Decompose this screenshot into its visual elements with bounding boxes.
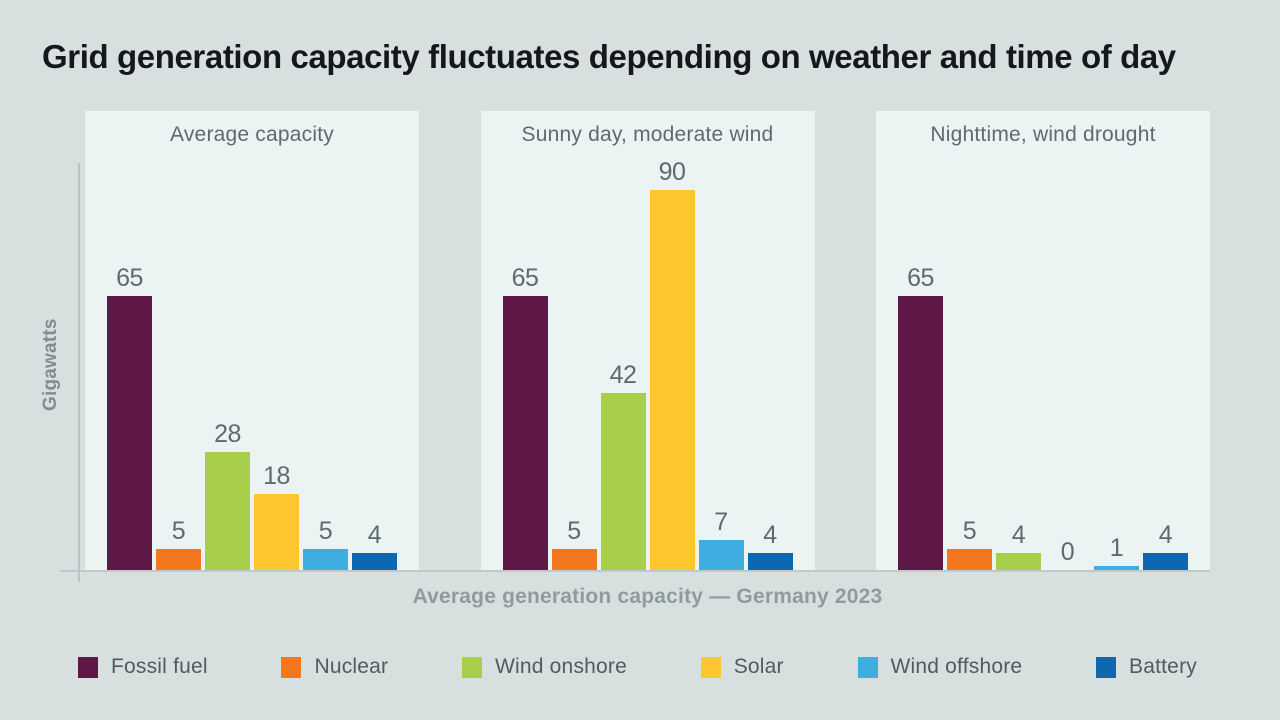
bar-solar bbox=[649, 190, 695, 570]
bar-item-nuclear: 5 bbox=[156, 519, 201, 570]
panels: Average capacity 65 5 28 18 5 4 Sunny day, mo… bbox=[85, 111, 1210, 570]
bar-group: 65 5 4 0 1 4 bbox=[876, 266, 1210, 570]
bar-wind-offshore bbox=[698, 540, 744, 570]
bar-value-label: 65 bbox=[511, 264, 539, 292]
bar-value-label: 4 bbox=[1158, 521, 1173, 549]
bar-value-label: 4 bbox=[1011, 521, 1026, 549]
bar-battery bbox=[747, 553, 793, 570]
bar-value-label: 1 bbox=[1109, 534, 1124, 562]
bar-value-label: 4 bbox=[763, 521, 777, 549]
chart-panel-nighttime,-wind-drought: Nighttime, wind drought 65 5 4 0 1 4 bbox=[876, 111, 1210, 570]
bar-item-solar: 18 bbox=[254, 464, 299, 570]
legend-swatch-fossil-fuel bbox=[78, 656, 98, 678]
bar-item-wind-onshore: 4 bbox=[996, 523, 1041, 570]
bar-value-label: 4 bbox=[367, 521, 382, 549]
bar-battery bbox=[1143, 553, 1188, 570]
page-title: Grid generation capacity fluctuates depe… bbox=[42, 38, 1176, 75]
bar-item-battery: 4 bbox=[1143, 523, 1188, 570]
y-axis-label: Gigawatts bbox=[40, 318, 61, 412]
bar-wind-offshore bbox=[303, 549, 348, 570]
bar-wind-offshore bbox=[1094, 566, 1139, 570]
panel-title: Sunny day, moderate wind bbox=[521, 123, 774, 146]
bar-fossil-fuel bbox=[107, 296, 152, 570]
bar-item-nuclear: 5 bbox=[551, 517, 597, 570]
legend-swatch-wind-onshore bbox=[462, 656, 482, 678]
panel-title: Average capacity bbox=[170, 123, 334, 146]
legend-item-fossil-fuel: Fossil fuel bbox=[78, 655, 208, 679]
bar-value-label: 5 bbox=[171, 517, 186, 545]
legend-item-wind-onshore: Wind onshore bbox=[462, 655, 627, 679]
legend-item-battery: Battery bbox=[1096, 655, 1197, 679]
bar-value-label: 90 bbox=[658, 158, 686, 186]
bar-nuclear bbox=[551, 549, 597, 570]
panel-title: Nighttime, wind drought bbox=[930, 123, 1156, 146]
bar-value-label: 65 bbox=[907, 264, 934, 292]
bar-fossil-fuel bbox=[502, 296, 548, 570]
bar-item-wind-onshore: 28 bbox=[205, 422, 250, 570]
bar-wind-onshore bbox=[205, 452, 250, 570]
bar-item-fossil-fuel: 65 bbox=[107, 266, 152, 570]
bar-value-label: 5 bbox=[318, 517, 333, 545]
bar-value-label: 7 bbox=[714, 508, 728, 536]
legend-label: Fossil fuel bbox=[111, 655, 208, 678]
bar-item-wind-onshore: 42 bbox=[600, 361, 646, 570]
bar-nuclear bbox=[947, 549, 992, 570]
legend-swatch-battery bbox=[1096, 656, 1117, 678]
legend-label: Wind offshore bbox=[890, 655, 1023, 678]
bar-item-wind-offshore: 5 bbox=[303, 519, 348, 570]
bar-battery bbox=[352, 553, 397, 570]
bar-item-fossil-fuel: 65 bbox=[502, 264, 548, 570]
legend-label: Wind onshore bbox=[495, 655, 627, 678]
bar-group: 65 5 42 90 7 4 bbox=[481, 160, 815, 570]
legend-swatch-nuclear bbox=[281, 656, 302, 678]
bar-fossil-fuel bbox=[898, 296, 943, 570]
bar-value-label: 42 bbox=[609, 361, 637, 389]
bar-value-label: 5 bbox=[567, 517, 581, 545]
bar-value-label: 28 bbox=[214, 420, 241, 448]
bar-item-wind-offshore: 1 bbox=[1094, 536, 1139, 570]
legend-item-wind-offshore: Wind offshore bbox=[857, 655, 1023, 679]
chart-panel-sunny-day,-moderate-wind: Sunny day, moderate wind 65 5 42 90 7 4 bbox=[480, 111, 815, 570]
legend-swatch-solar bbox=[700, 656, 721, 678]
x-axis-line bbox=[60, 570, 1210, 572]
bar-item-battery: 4 bbox=[352, 523, 397, 570]
legend-item-solar: Solar bbox=[700, 655, 784, 679]
bar-group: 65 5 28 18 5 4 bbox=[85, 266, 419, 570]
bar-item-solar: 90 bbox=[649, 158, 695, 570]
legend-label: Solar bbox=[733, 655, 784, 678]
bar-solar bbox=[254, 494, 299, 570]
bar-item-battery: 4 bbox=[747, 521, 793, 570]
legend-swatch-wind-offshore bbox=[857, 656, 878, 678]
bar-item-nuclear: 5 bbox=[947, 519, 992, 570]
bar-wind-onshore bbox=[600, 393, 646, 570]
bar-item-fossil-fuel: 65 bbox=[898, 266, 943, 570]
bar-value-label: 18 bbox=[263, 462, 290, 490]
bar-nuclear bbox=[156, 549, 201, 570]
bar-wind-onshore bbox=[996, 553, 1041, 570]
bar-value-label: 0 bbox=[1060, 538, 1075, 566]
x-axis-label: Average generation capacity — Germany 20… bbox=[412, 585, 883, 608]
bar-item-wind-offshore: 7 bbox=[698, 508, 744, 570]
bar-item-solar: 0 bbox=[1045, 540, 1090, 570]
bar-value-label: 65 bbox=[116, 264, 143, 292]
chart-panel-average-capacity: Average capacity 65 5 28 18 5 4 bbox=[85, 111, 419, 570]
legend-item-nuclear: Nuclear bbox=[281, 655, 388, 679]
legend-label: Battery bbox=[1129, 655, 1197, 678]
legend-label: Nuclear bbox=[314, 655, 389, 678]
y-axis-line bbox=[78, 163, 80, 582]
legend: Fossil fuel Nuclear Wind onshore Solar Wind … bbox=[78, 655, 1197, 679]
bar-value-label: 5 bbox=[962, 517, 977, 545]
